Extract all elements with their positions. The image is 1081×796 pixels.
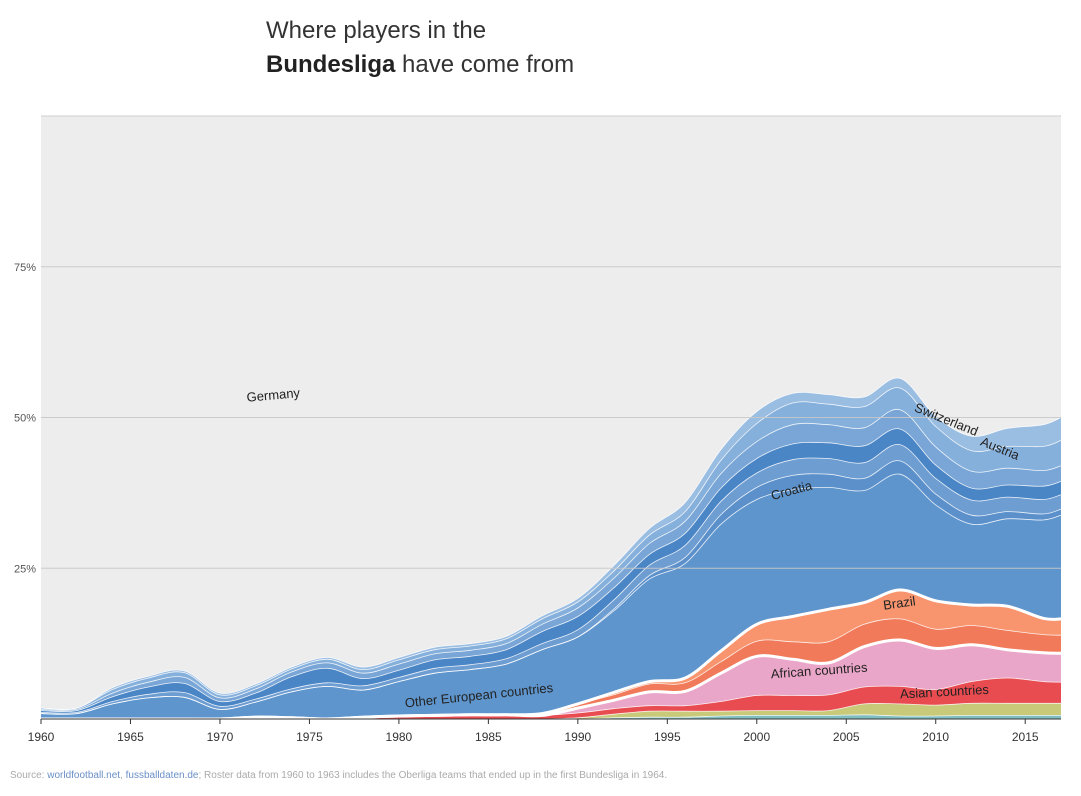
x-tick-label: 2015 (1012, 730, 1039, 744)
x-tick-label: 1990 (564, 730, 591, 744)
source-separator: , (120, 770, 126, 781)
series-boundary-9 (40, 428, 1062, 713)
title-line-2: Bundesliga have come from (266, 48, 574, 82)
x-tick-label: 1995 (654, 730, 681, 744)
x-tick-label: 2005 (833, 730, 860, 744)
area-asian-countries (41, 678, 1061, 720)
chart-title: Where players in the Bundesliga have com… (266, 14, 574, 82)
series-boundary-10 (40, 409, 1062, 711)
title-line-2-rest: have come from (395, 51, 575, 78)
source-note: Source: worldfootball.net, fussballdaten… (10, 770, 667, 781)
area-series-0 (41, 714, 1061, 720)
area-other-european-countries (41, 473, 1061, 720)
x-tick-label: 1975 (296, 730, 323, 744)
source-link-fussballdaten[interactable]: fussballdaten.de (125, 770, 199, 781)
x-tick-label: 1960 (28, 730, 55, 744)
area-african-countries (41, 639, 1061, 720)
title-line-1: Where players in the (266, 17, 487, 44)
area-brazil (41, 589, 1061, 720)
annotation-label: Asian countries (900, 682, 990, 702)
source-prefix: Source: (10, 770, 48, 781)
annotation-label: Germany (246, 385, 301, 405)
y-tick-label: 75% (14, 262, 36, 274)
series-boundary-11 (40, 387, 1062, 710)
x-tick-label: 2000 (743, 730, 770, 744)
series-boundary-7 (40, 460, 1062, 715)
stacked-area-chart: 25% 50% 75% 1960 1965 1970 1975 1980 1985 1990 199… (14, 115, 1062, 744)
y-tick-label: 50% (14, 413, 36, 425)
series-boundary-8 (40, 444, 1062, 714)
x-tick-label: 1980 (386, 730, 413, 744)
title-bold-word: Bundesliga (266, 51, 396, 78)
x-tick-label: 1965 (117, 730, 144, 744)
source-note-text: ; Roster data from 1960 to 1963 includes… (198, 770, 668, 781)
annotation-label: Brazil (882, 593, 916, 612)
x-tick-label: 1985 (475, 730, 502, 744)
annotation-label: African countries (770, 660, 868, 682)
source-link-worldfootball[interactable]: worldfootball.net (47, 770, 121, 781)
y-tick-label: 25% (14, 563, 36, 575)
x-tick-label: 1970 (207, 730, 234, 744)
series-boundary-12 (40, 377, 1062, 711)
area-series-4 (41, 618, 1061, 720)
x-tick-label: 2010 (922, 730, 949, 744)
